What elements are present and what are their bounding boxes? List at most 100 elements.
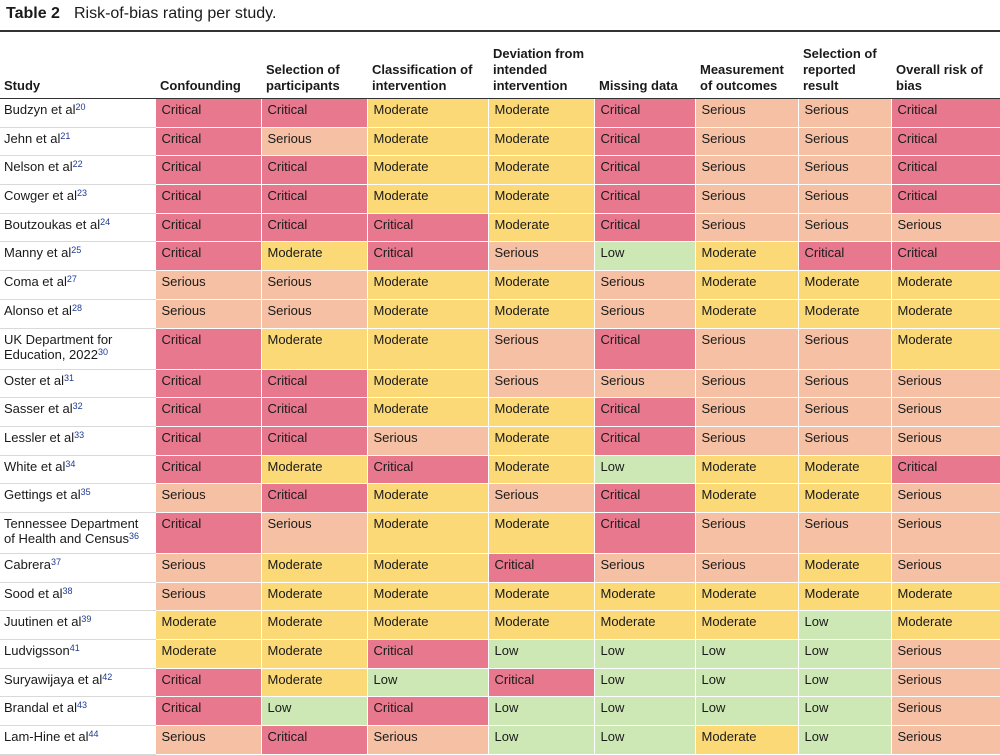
rating-cell: Critical [891,455,1000,485]
reference-number: 36 [129,530,140,541]
col-header-overall-risk: Overall risk of bias [891,32,1000,99]
rating-cell: Moderate [261,455,368,485]
rating-cell: Serious [891,696,1000,727]
rating-cell: Serious [261,512,368,554]
rating-cell: Critical [367,696,489,727]
rating-cell: Low [798,639,892,669]
study-name-cell: Manny et al25 [0,241,156,272]
rating-cell: Serious [798,127,892,157]
rating-cell: Critical [594,155,696,186]
rating-cell: Moderate [367,553,489,583]
rating-cell: Moderate [488,610,595,640]
rating-cell: Moderate [488,299,595,329]
rating-cell: Critical [594,328,696,370]
table-row: Gettings et al35 Serious Critical Moderate S… [0,483,1000,513]
col-header-selection-of-participants: Selection of participants [261,32,367,99]
study-name-cell: Ludvigsson41 [0,639,156,669]
rating-cell: Critical [261,213,368,243]
rating-cell: Critical [261,397,368,427]
study-name-cell: Boutzoukas et al24 [0,213,156,243]
reference-number: 24 [100,216,111,227]
rating-cell: Serious [891,668,1000,698]
rating-cell: Low [695,668,799,698]
rating-cell: Serious [594,270,696,300]
rating-cell: Critical [155,328,262,370]
rating-cell: Serious [891,639,1000,669]
rating-cell: Moderate [261,328,368,370]
rating-cell: Moderate [367,369,489,399]
rating-cell: Serious [891,553,1000,583]
rating-cell: Low [488,696,595,727]
study-name-cell: UK Department for Education, 202230 [0,328,156,370]
reference-number: 41 [69,643,80,653]
col-header-missing-data: Missing data [594,32,695,99]
rating-cell: Serious [798,98,892,128]
rating-cell: Critical [367,241,489,272]
study-name-cell: Suryawijaya et al42 [0,668,156,698]
study-name: Tennessee Department of Health and Censu… [4,515,139,546]
table-body: Budzyn et al20 Critical Critical Moderate Mo… [0,98,1000,755]
table-row: Budzyn et al20 Critical Critical Moderate Mo… [0,98,1000,128]
rating-cell: Critical [594,127,696,157]
rating-cell: Serious [891,426,1000,456]
col-header-measurement-of-outcomes: Measurement of outcomes [695,32,798,99]
rating-cell: Critical [891,98,1000,128]
rating-cell: Critical [594,397,696,427]
rating-cell: Serious [367,426,489,456]
reference-number: 39 [81,614,92,625]
rating-cell: Moderate [488,455,595,485]
rating-cell: Serious [798,184,892,214]
rating-cell: Low [367,668,489,698]
reference-number: 42 [102,671,113,682]
rating-cell: Serious [695,184,799,214]
rating-cell: Low [261,696,368,727]
table-row: Boutzoukas et al24 Critical Critical Critic… [0,213,1000,243]
study-name: Cabrera [4,556,51,572]
rating-cell: Serious [798,397,892,427]
rating-cell: Serious [891,512,1000,554]
rating-cell: Low [594,455,696,485]
study-name: Juutinen et al [4,614,82,630]
rating-cell: Moderate [367,270,489,300]
rating-cell: Critical [798,241,892,272]
rating-cell: Moderate [695,299,799,329]
rating-cell: Moderate [488,184,595,214]
rating-cell: Serious [798,512,892,554]
study-name: Gettings et al [4,487,81,503]
rating-cell: Critical [594,426,696,456]
study-name: Lam-Hine et al [4,729,89,745]
rating-cell: Moderate [261,610,368,640]
rating-cell: Critical [261,483,368,513]
rating-cell: Low [798,696,892,727]
rating-cell: Critical [155,668,262,698]
study-name: Jehn et al [4,130,61,146]
rating-cell: Moderate [798,553,892,583]
reference-number: 34 [65,458,76,469]
table-row: Nelson et al22 Critical Critical Moderate Mo… [0,155,1000,186]
rating-cell: Serious [695,98,799,128]
rating-cell: Moderate [261,639,368,669]
col-header-selection-of-reported-result: Selection of reported result [798,32,891,99]
study-name-cell: Nelson et al22 [0,155,156,186]
rating-cell: Critical [155,512,262,554]
rating-cell: Moderate [367,328,489,370]
rating-cell: Low [594,725,696,755]
study-name-cell: Brandal et al43 [0,696,156,727]
rating-cell: Moderate [367,155,489,186]
rating-cell: Serious [695,553,799,583]
study-name: Suryawijaya et al [4,671,103,687]
study-name: Sood et al [4,585,63,601]
reference-number: 31 [63,372,74,383]
rating-cell: Moderate [695,725,799,755]
reference-number: 37 [50,556,61,567]
rating-cell: Moderate [594,610,696,640]
rating-cell: Serious [594,299,696,329]
table-row: Ludvigsson41 Moderate Moderate Critical Low L… [0,639,1000,669]
rating-cell: Moderate [891,610,1000,640]
rating-cell: Moderate [261,241,368,272]
rating-cell: Moderate [798,270,892,300]
rating-cell: Serious [594,369,696,399]
rating-cell: Critical [594,213,696,243]
study-name-cell: Cabrera37 [0,553,156,583]
rating-cell: Low [695,696,799,727]
